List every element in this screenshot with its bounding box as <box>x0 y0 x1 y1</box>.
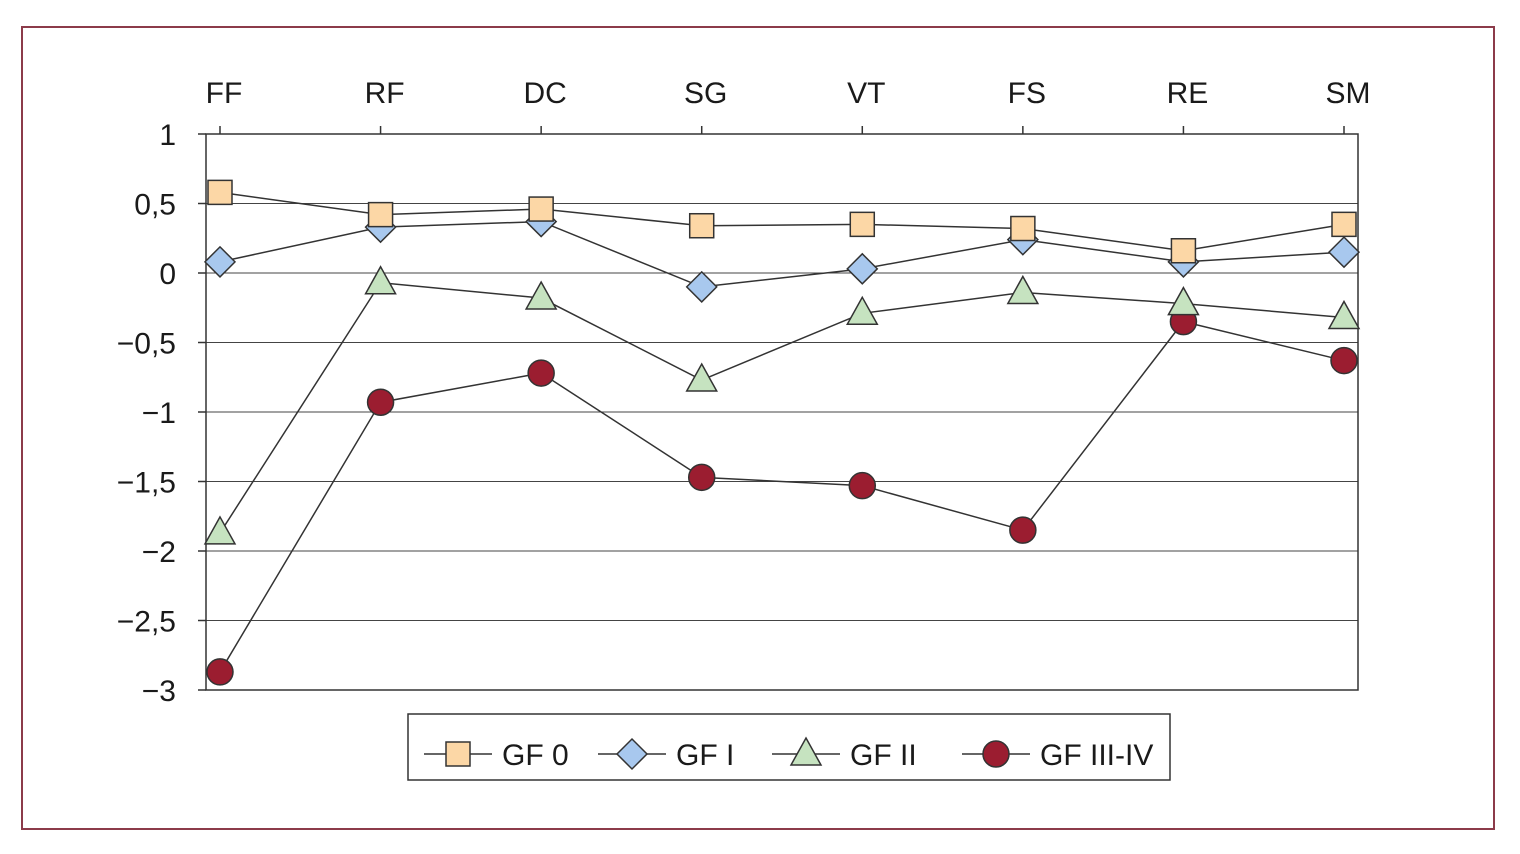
y-tick-label: −0,5 <box>117 328 176 361</box>
legend-marker <box>982 740 1010 768</box>
data-point <box>528 196 554 222</box>
x-tick-label: VT <box>847 77 885 110</box>
series-line <box>219 220 1345 288</box>
x-tick-label: DC <box>523 77 566 110</box>
y-tick-label: −1,5 <box>117 467 176 500</box>
y-tick-label: −1 <box>142 397 176 430</box>
data-point <box>1327 299 1361 330</box>
data-point <box>524 280 558 310</box>
legend: GF 0 GF I GF II GF III-IV <box>407 713 1171 781</box>
data-point <box>1009 516 1037 544</box>
data-point <box>685 362 718 392</box>
data-point <box>364 265 397 295</box>
y-tick-label: 0 <box>159 258 176 291</box>
figure-frame <box>21 26 1495 830</box>
data-point <box>685 270 718 303</box>
data-point <box>1006 274 1040 305</box>
legend-item: GF I <box>598 737 734 772</box>
data-point <box>846 252 879 285</box>
x-axis: FF RF DC SG VT FS RE SM <box>206 77 1371 134</box>
x-tick-label: FF <box>206 77 243 110</box>
data-point <box>1010 215 1036 242</box>
y-tick-label: −3 <box>142 675 176 708</box>
series-line <box>219 281 1345 534</box>
legend-box <box>407 713 1171 781</box>
data-point <box>203 515 237 545</box>
legend-label: GF III-IV <box>1040 739 1153 772</box>
data-point <box>1327 236 1361 269</box>
data-point <box>1167 286 1200 316</box>
series-line <box>219 191 1345 252</box>
data-point <box>687 463 716 492</box>
x-tick-label: RE <box>1167 77 1209 110</box>
y-tick-label: −2 <box>142 536 176 569</box>
data-point <box>206 658 234 686</box>
x-tick-label: RF <box>365 77 405 110</box>
series-triangle <box>203 265 1361 545</box>
legend-marker <box>445 741 471 767</box>
data-point <box>527 359 555 387</box>
x-tick-label: SG <box>684 77 727 110</box>
legend-label: GF 0 <box>502 739 569 772</box>
legend-item: GF 0 <box>424 739 569 772</box>
series-layer <box>203 179 1361 686</box>
y-tick-label: 0,5 <box>134 189 176 222</box>
data-point <box>203 245 237 278</box>
y-tick-label: 1 <box>159 119 176 152</box>
x-tick-label: SM <box>1326 77 1371 110</box>
legend-marker <box>615 737 649 771</box>
data-point <box>1170 238 1197 264</box>
y-tick-label: −2,5 <box>117 606 176 639</box>
data-point <box>1330 346 1358 375</box>
data-point <box>849 211 876 238</box>
data-point <box>688 212 715 239</box>
x-tick-label: FS <box>1008 77 1046 110</box>
data-point <box>366 388 395 417</box>
data-point <box>1331 211 1357 238</box>
y-axis: 1 0,5 0 −0,5 −1 −1,5 −2 −2,5 −3 <box>117 119 206 708</box>
data-point <box>846 295 879 326</box>
legend-marker <box>789 736 823 766</box>
series-circle <box>206 307 1358 686</box>
series-square <box>207 179 1357 264</box>
legend-item: GF III-IV <box>962 739 1153 772</box>
legend-label: GF II <box>850 739 917 772</box>
data-point <box>207 179 233 206</box>
legend-item: GF II <box>772 736 917 772</box>
data-point <box>367 201 394 228</box>
series-line <box>219 320 1345 673</box>
data-point <box>848 471 877 500</box>
legend-label: GF I <box>676 739 734 772</box>
